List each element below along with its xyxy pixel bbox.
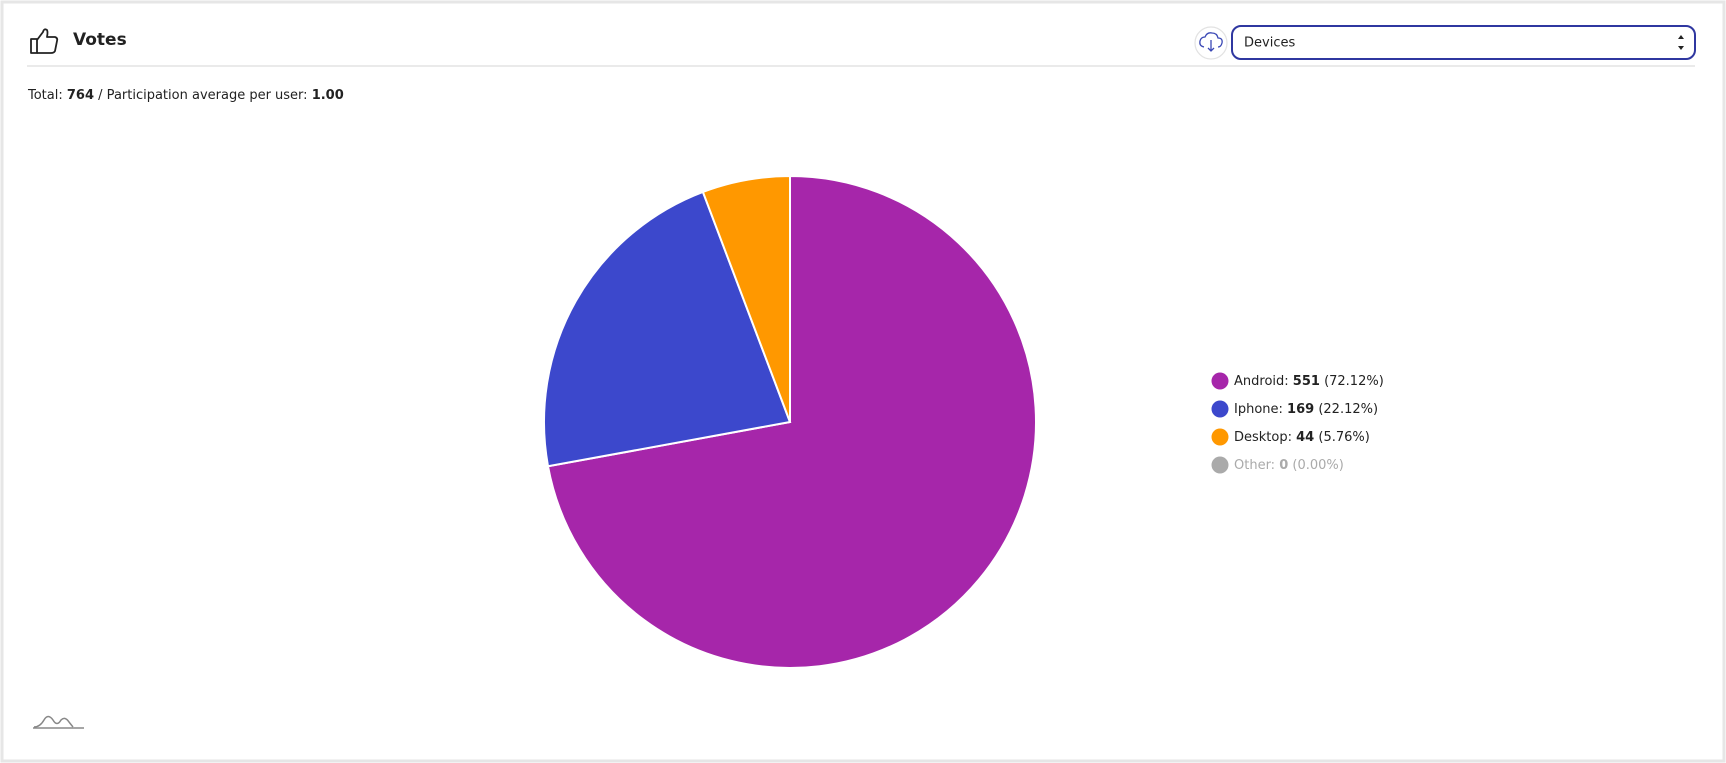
legend: Android: 551 (72.12%) Iphone: 169 (22.12%… [1211,372,1384,474]
footer-logo [33,715,74,728]
legend-percent: (5.76%) [1318,430,1369,445]
pie-slice [546,174,1037,669]
legend-percent: (0.00%) [1292,458,1343,473]
summary-average: 1.00 [312,88,344,103]
legend-percent: (22.12%) [1318,402,1378,417]
legend-percent: (72.12%) [1324,374,1384,389]
legend-label: Other: [1234,458,1275,473]
summary-average-label: / Participation average per user: [98,88,307,103]
card-title: Votes [73,30,127,50]
legend-value: 44 [1296,430,1314,445]
summary-total-label: Total: [27,88,63,103]
legend-label: Iphone: [1234,402,1283,417]
select-value: Devices [1244,36,1295,51]
legend-marker [1211,456,1229,474]
legend-entry: Other: 0 (0.00%) [1234,458,1344,473]
legend-value: 0 [1279,458,1288,473]
legend-label: Android: [1234,374,1289,389]
summary-total: 764 [67,88,94,103]
thumbs-up-icon [30,28,59,54]
legend-entry: Desktop: 44 (5.76%) [1234,430,1370,445]
pie-chart [543,174,1037,669]
summary-line: Total: 764 / Participation average per u… [27,88,344,103]
device-select[interactable]: Devices [1231,25,1696,60]
legend-marker [1211,372,1229,390]
legend-entry: Android: 551 (72.12%) [1234,374,1384,389]
download-button[interactable] [1194,26,1228,60]
legend-label: Desktop: [1234,430,1292,445]
legend-marker [1211,428,1229,446]
legend-entry: Iphone: 169 (22.12%) [1234,402,1378,417]
legend-value: 551 [1293,374,1320,389]
legend-marker [1211,400,1229,418]
legend-value: 169 [1287,402,1314,417]
